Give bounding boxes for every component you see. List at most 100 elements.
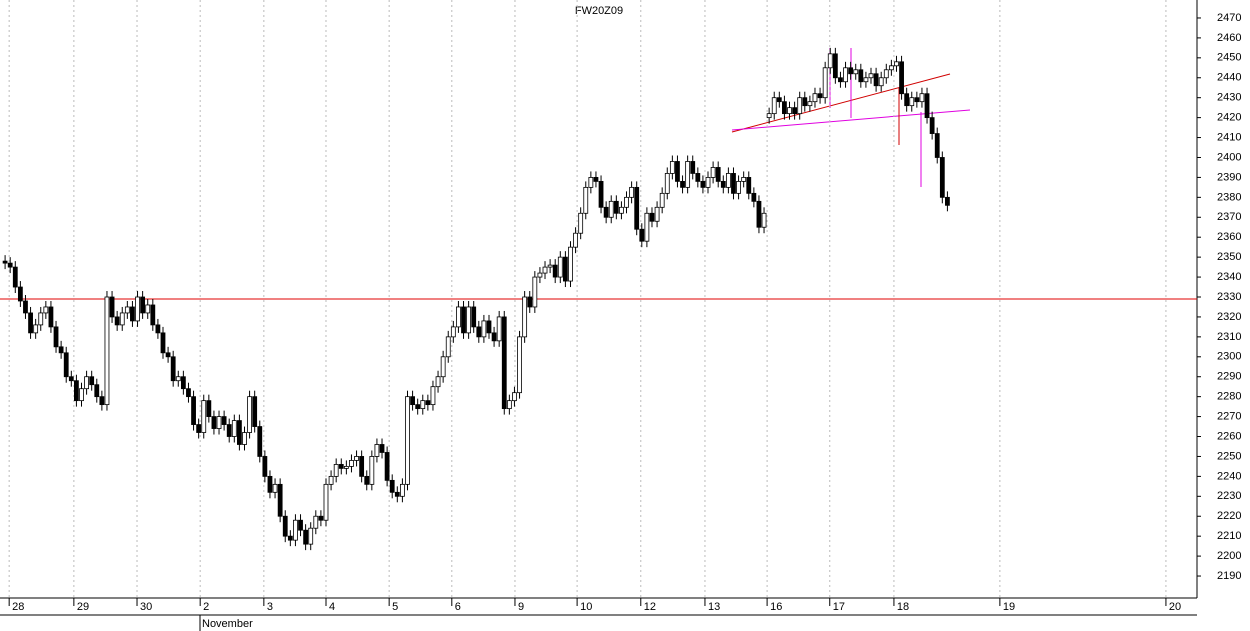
y-tick-label: 2430 [1217,92,1241,104]
y-tick-label: 2320 [1217,311,1241,323]
candle-body [669,161,675,174]
candle-body [787,107,792,115]
candle-body [491,332,497,342]
candle-body [756,200,762,228]
x-tick-label: 19 [1003,601,1015,613]
candle-body [888,65,894,71]
candle-body [150,304,156,326]
y-tick-label: 2220 [1217,510,1241,522]
candle-body [878,77,884,87]
y-tick-label: 2450 [1217,52,1241,64]
candle-body [196,424,202,433]
candle-body [883,69,889,79]
candle-body [456,306,461,328]
candle-body [466,306,472,334]
candle-body [450,326,456,338]
candle-body [180,376,186,390]
candle-body [420,400,426,410]
candle-body [68,376,74,382]
candle-body [262,456,268,477]
candle-body [318,515,324,521]
candle-body [308,527,314,545]
candle-body [562,256,568,282]
y-tick-label: 2190 [1217,570,1241,582]
candle-body [496,316,502,342]
candle-body [247,396,252,433]
x-tick-label: 9 [518,601,524,613]
candle-body [43,306,49,314]
candle-body [226,424,232,437]
candle-body [74,380,79,402]
candle-body [817,93,823,99]
candle-body [542,266,548,274]
candle-body [899,61,904,95]
candle-body [603,206,609,218]
x-tick-label: 13 [708,601,720,613]
y-tick-label: 2410 [1217,131,1241,143]
x-tick-label: 6 [455,601,461,613]
candle-body [476,326,482,338]
x-tick-label: 28 [12,601,24,613]
x-tick-label: 2 [203,601,209,613]
candle-body [216,416,222,429]
candle-body [84,376,89,390]
candle-body [934,133,940,158]
candle-body [267,475,273,493]
candle-body [532,276,538,308]
candle-body [242,432,247,445]
y-tick-label: 2300 [1217,351,1241,363]
candle-body [445,336,451,358]
candle-body [211,416,217,429]
y-tick-label: 2210 [1217,530,1241,542]
y-tick-label: 2350 [1217,251,1241,263]
x-tick-label: 16 [770,601,782,613]
candle-body [705,177,711,188]
candle-body [17,286,23,302]
candle-body [186,388,191,398]
candle-body [843,67,848,83]
x-tick-label: 10 [580,601,592,613]
candle-body [578,212,584,234]
candle-body [79,388,84,402]
candle-body [807,101,813,107]
y-tick-label: 2360 [1217,231,1241,243]
y-tick-label: 2200 [1217,550,1241,562]
candle-body [399,483,405,497]
candle-body [410,396,415,406]
candle-body [124,306,130,314]
candle-body [236,420,242,445]
candle-body [731,173,736,194]
candle-body [552,264,558,278]
candle-body [924,93,930,119]
candle-body [170,356,176,382]
candle-body [537,272,543,278]
candle-body [349,460,354,467]
candle-body [848,67,854,75]
candle-body [481,320,487,338]
candle-body [838,77,843,83]
x-tick-label: 17 [833,601,845,613]
candle-body [323,483,329,521]
x-tick-label: 30 [140,601,152,613]
candle-body [527,296,533,308]
candle-body [440,356,446,378]
candle-body [634,186,640,230]
candle-body [629,186,635,198]
candle-body [914,97,920,103]
candle-body [175,376,181,382]
candle-body [165,352,171,358]
candle-body [782,101,787,115]
candle-body [619,206,624,214]
candle-body [155,324,161,334]
candle-body [761,212,767,228]
candle-body [506,400,512,410]
candle-body [28,312,33,334]
candle-body [746,177,752,194]
candle-body [109,296,115,318]
candle-body [522,296,528,338]
candle-body [573,232,578,248]
candle-body [644,212,650,242]
candle-body [104,296,110,406]
candle-body [680,180,685,188]
candle-body [272,483,278,493]
